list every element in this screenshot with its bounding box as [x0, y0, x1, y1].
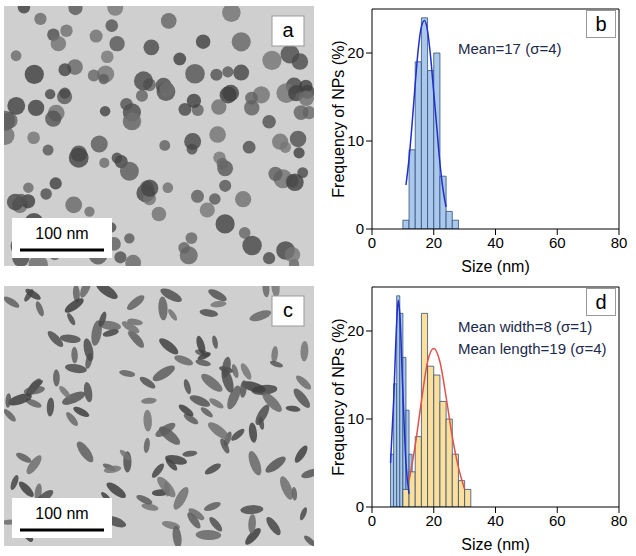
svg-text:20: 20: [347, 44, 364, 61]
svg-text:80: 80: [611, 234, 628, 251]
html-text:Mean length=19 (σ=4): Mean length=19 (σ=4): [458, 340, 607, 357]
html-text:b: b: [595, 13, 607, 35]
svg-text:60: 60: [549, 512, 566, 529]
svg-text:Size (nm): Size (nm): [461, 536, 529, 553]
svg-text:Frequency of NPs (%): Frequency of NPs (%): [330, 318, 347, 475]
svg-text:100 nm: 100 nm: [35, 225, 88, 242]
svg-text:40: 40: [487, 234, 504, 251]
svg-text:Frequency of NPs (%): Frequency of NPs (%): [330, 40, 347, 197]
html-text:Mean width=8 (σ=1): Mean width=8 (σ=1): [458, 318, 593, 335]
svg-text:20: 20: [425, 234, 442, 251]
svg-text:80: 80: [611, 512, 628, 529]
svg-text:20: 20: [347, 322, 364, 339]
svg-text:40: 40: [487, 512, 504, 529]
svg-text:100 nm: 100 nm: [35, 505, 88, 522]
svg-text:10: 10: [347, 132, 364, 149]
svg-text:0: 0: [356, 498, 364, 515]
svg-text:0: 0: [356, 220, 364, 237]
svg-text:60: 60: [549, 234, 566, 251]
html-text:Mean=17 (σ=4): Mean=17 (σ=4): [458, 40, 562, 57]
svg-text:20: 20: [425, 512, 442, 529]
svg-text:10: 10: [347, 410, 364, 427]
html-text:d: d: [595, 291, 607, 313]
svg-text:a: a: [282, 19, 294, 41]
svg-text:Size (nm): Size (nm): [461, 258, 529, 275]
svg-text:c: c: [283, 299, 293, 321]
svg-text:0: 0: [368, 234, 376, 251]
svg-text:0: 0: [368, 512, 376, 529]
